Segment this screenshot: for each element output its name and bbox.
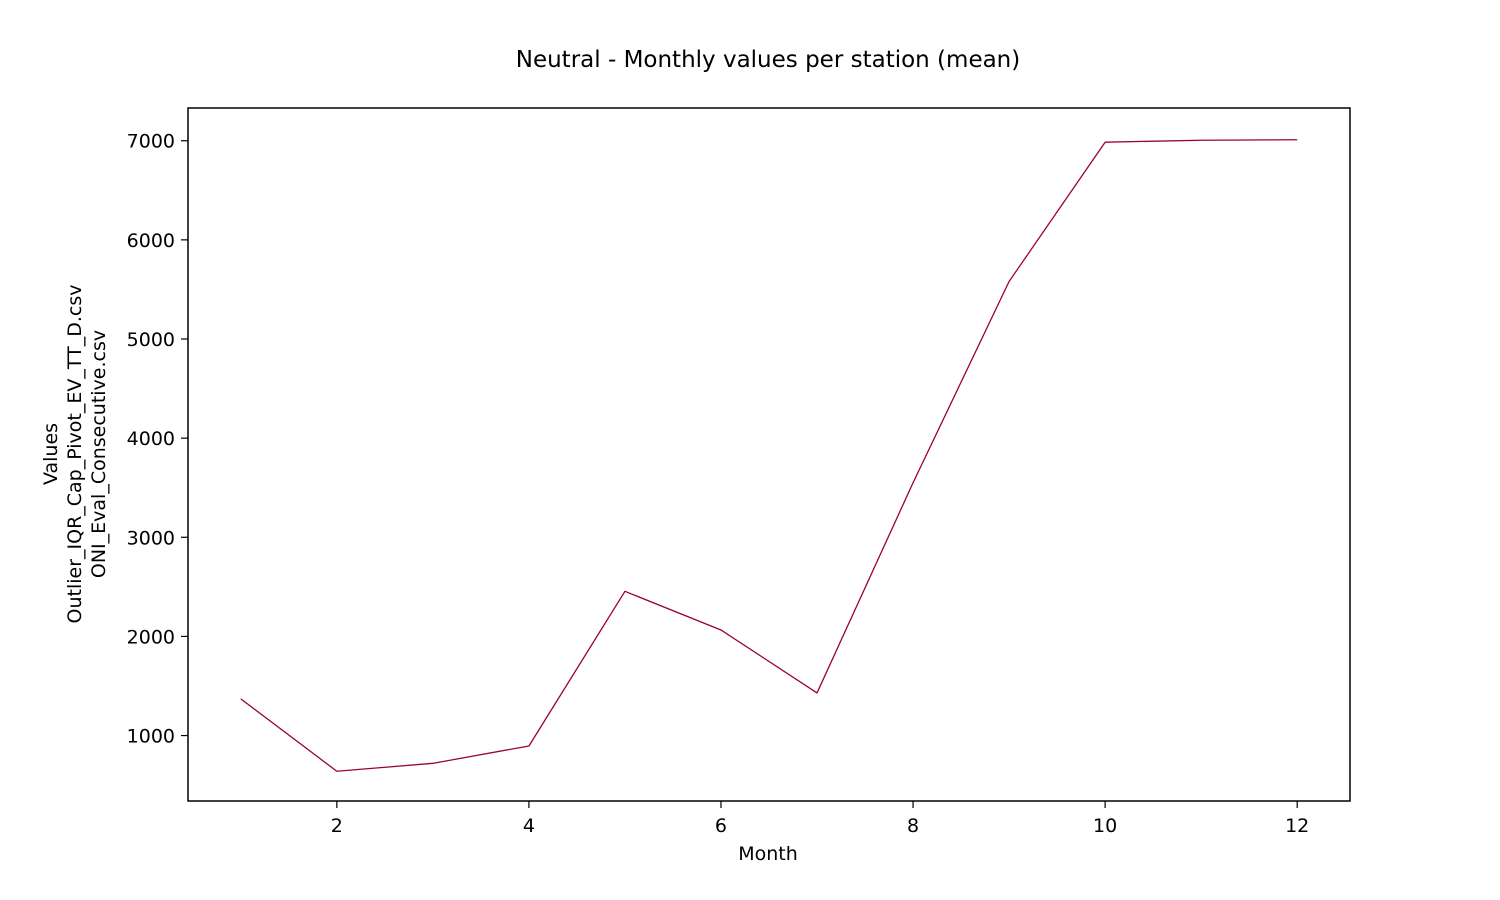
y-tick-label: 6000 bbox=[127, 230, 175, 252]
y-axis-ticks: 1000 2000 3000 4000 5000 6000 7000 bbox=[127, 131, 188, 748]
y-axis-title: Values Outlier_IQR_Cap_Pivot_EV_TT_D.csv… bbox=[40, 284, 110, 623]
x-tick-label: 4 bbox=[523, 815, 535, 837]
chart-title: Neutral - Monthly values per station (me… bbox=[516, 47, 1020, 73]
x-tick-label: 12 bbox=[1285, 815, 1309, 837]
y-tick-label: 3000 bbox=[127, 527, 175, 549]
series-line-1 bbox=[240, 139, 1298, 772]
y-tick-label: 7000 bbox=[127, 131, 175, 153]
y-tick-label: 1000 bbox=[127, 726, 175, 748]
x-axis-ticks: 2 4 6 8 10 12 bbox=[331, 801, 1309, 837]
y-tick-label: 4000 bbox=[127, 428, 175, 450]
x-axis-title: Month bbox=[738, 843, 798, 865]
y-axis-title-line-2: Outlier_IQR_Cap_Pivot_EV_TT_D.csv bbox=[64, 284, 86, 623]
series-layer bbox=[240, 139, 1298, 772]
plot-area: 2 4 6 8 10 12 1000 2000 3000 4000 5000 6000 7000 bbox=[127, 107, 1351, 837]
y-axis-title-line-3: ONI_Eval_Consecutive.csv bbox=[88, 330, 110, 578]
x-tick-label: 6 bbox=[715, 815, 727, 837]
x-tick-label: 2 bbox=[331, 815, 343, 837]
x-tick-label: 10 bbox=[1093, 815, 1117, 837]
y-tick-label: 5000 bbox=[127, 329, 175, 351]
y-tick-label: 2000 bbox=[127, 626, 175, 648]
y-axis-title-line-1: Values bbox=[40, 423, 62, 485]
plot-frame bbox=[187, 107, 1351, 802]
x-tick-label: 8 bbox=[907, 815, 919, 837]
